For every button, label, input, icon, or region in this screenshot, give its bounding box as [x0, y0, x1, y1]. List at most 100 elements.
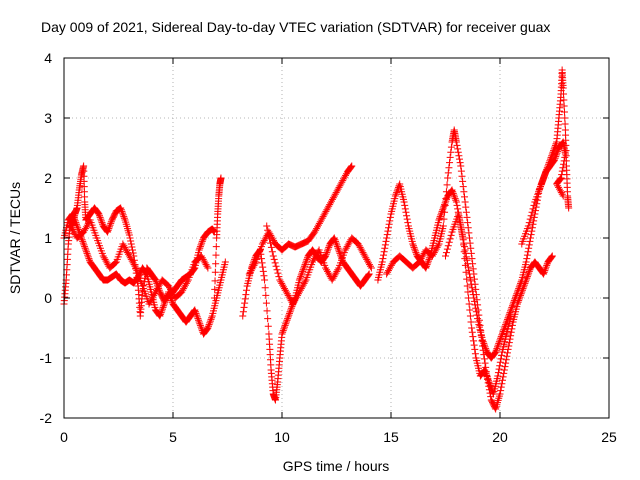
data-point-marker	[158, 305, 166, 313]
data-point-marker	[380, 251, 388, 259]
data-point-marker	[264, 322, 272, 330]
series-track-k	[518, 138, 569, 248]
data-point-marker	[543, 261, 551, 269]
data-point-marker	[104, 228, 112, 236]
data-point-marker	[409, 240, 417, 248]
data-point-marker	[204, 264, 212, 272]
data-point-marker	[548, 252, 556, 260]
y-tick-label: 4	[44, 50, 52, 66]
data-marks	[60, 66, 573, 413]
data-point-marker	[385, 220, 393, 228]
data-point-marker	[204, 324, 212, 332]
data-point-marker	[403, 215, 411, 223]
data-point-marker	[299, 266, 307, 274]
data-point-marker	[80, 241, 88, 249]
data-point-marker	[274, 269, 282, 277]
data-point-marker	[462, 203, 470, 211]
data-point-marker	[79, 239, 87, 247]
data-point-marker	[240, 303, 248, 311]
data-point-marker	[497, 334, 505, 342]
data-point-marker	[558, 167, 566, 175]
data-point-marker	[117, 204, 125, 212]
data-point-marker	[494, 369, 502, 377]
data-point-marker	[508, 321, 516, 329]
data-point-marker	[456, 217, 464, 225]
data-point-marker	[332, 239, 340, 247]
data-point-marker	[443, 245, 451, 253]
data-point-marker	[470, 341, 478, 349]
data-point-marker	[526, 215, 534, 223]
data-point-marker	[259, 267, 267, 275]
data-point-marker	[296, 274, 304, 282]
data-point-marker	[525, 244, 533, 252]
data-point-marker	[271, 259, 279, 267]
data-point-marker	[260, 272, 268, 280]
data-point-marker	[97, 217, 105, 225]
data-point-marker	[386, 213, 394, 221]
data-point-marker	[378, 258, 386, 266]
data-point-marker	[472, 291, 480, 299]
data-point-marker	[450, 191, 458, 199]
data-point-marker	[523, 273, 531, 281]
data-point-marker	[268, 248, 276, 256]
data-point-marker	[539, 177, 547, 185]
data-point-marker	[436, 214, 444, 222]
data-point-marker	[444, 174, 452, 182]
data-point-marker	[446, 153, 454, 161]
data-point-marker	[486, 380, 494, 388]
data-point-marker	[449, 188, 457, 196]
data-point-marker	[156, 312, 164, 320]
data-point-marker	[519, 285, 527, 293]
data-point-marker	[502, 356, 510, 364]
data-point-marker	[442, 249, 450, 257]
data-point-marker	[127, 237, 135, 245]
data-point-marker	[467, 318, 475, 326]
data-point-marker	[495, 339, 503, 347]
data-point-marker	[105, 225, 113, 233]
data-point-marker	[297, 273, 305, 281]
x-tick-label: 20	[492, 429, 508, 445]
data-point-marker	[423, 262, 431, 270]
data-point-marker	[120, 214, 128, 222]
data-point-marker	[402, 208, 410, 216]
data-point-marker	[500, 326, 508, 334]
data-point-marker	[283, 316, 291, 324]
data-point-marker	[105, 223, 113, 231]
data-point-marker	[207, 315, 215, 323]
data-point-marker	[451, 195, 459, 203]
data-point-marker	[470, 270, 478, 278]
series-track-j	[442, 210, 515, 398]
data-point-marker	[261, 276, 269, 284]
data-point-marker	[193, 311, 201, 319]
data-point-marker	[526, 237, 534, 245]
data-point-marker	[542, 263, 550, 271]
data-point-marker	[324, 245, 332, 253]
data-point-marker	[120, 213, 128, 221]
data-point-marker	[497, 387, 505, 395]
data-point-marker	[559, 164, 567, 172]
data-point-marker	[460, 193, 468, 201]
data-point-marker	[498, 331, 506, 339]
data-point-marker	[522, 276, 530, 284]
x-tick-label: 5	[169, 429, 177, 445]
data-point-marker	[273, 266, 281, 274]
data-point-marker	[442, 252, 449, 260]
data-point-marker	[560, 160, 568, 168]
data-point-marker	[452, 198, 460, 206]
data-point-marker	[467, 244, 475, 252]
data-point-marker	[514, 298, 522, 306]
data-point-marker	[453, 201, 461, 209]
data-point-marker	[442, 195, 450, 203]
data-point-marker	[446, 235, 454, 243]
data-point-marker	[524, 271, 532, 279]
data-point-marker	[498, 380, 506, 388]
data-point-marker	[464, 224, 472, 232]
data-point-marker	[206, 319, 214, 327]
data-point-marker	[508, 303, 516, 311]
y-tick-label: 2	[44, 170, 52, 186]
data-point-marker	[499, 373, 507, 381]
data-point-marker	[183, 278, 191, 286]
data-point-marker	[446, 159, 454, 167]
data-point-marker	[74, 224, 82, 232]
